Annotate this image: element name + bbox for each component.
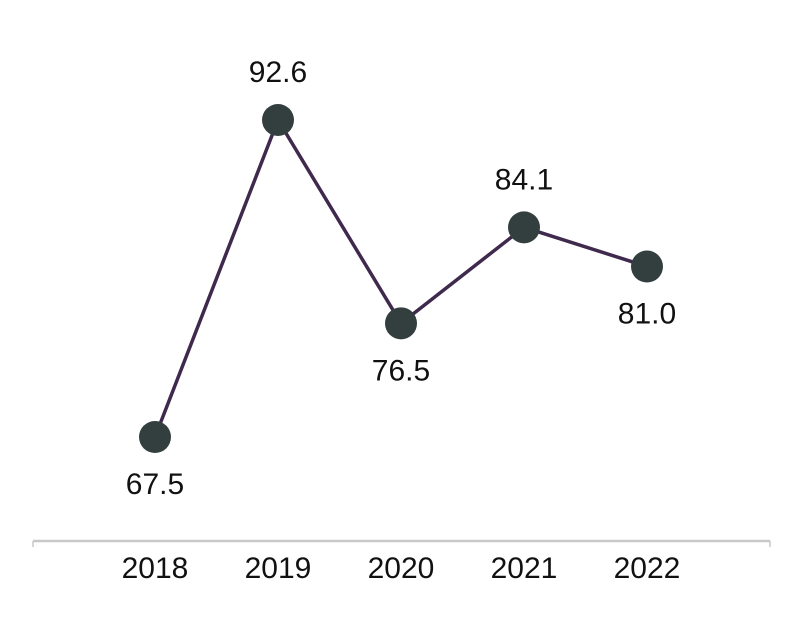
data-markers [139,104,663,453]
series-line-group [153,118,649,439]
x-tick-label: 2019 [245,552,312,585]
x-tick-label: 2020 [368,552,435,585]
data-label: 84.1 [495,163,553,196]
data-label: 81.0 [618,298,676,331]
data-label: 67.5 [126,468,184,501]
data-point-marker [139,421,171,453]
x-tick-label: 2021 [491,552,558,585]
data-label: 92.6 [249,56,307,89]
data-point-marker [385,307,417,340]
data-point-marker [262,104,294,136]
data-point-marker [508,211,540,244]
data-labels: 67.5 92.6 76.5 84.1 81.0 [126,56,676,501]
data-label: 76.5 [372,354,430,387]
data-point-marker [631,250,663,283]
series-line [153,118,649,439]
x-axis [32,539,771,547]
x-tick-label: 2022 [614,552,681,585]
x-tick-label: 2018 [122,552,189,585]
x-tick-labels: 2018 2019 2020 2021 2022 [122,552,681,585]
